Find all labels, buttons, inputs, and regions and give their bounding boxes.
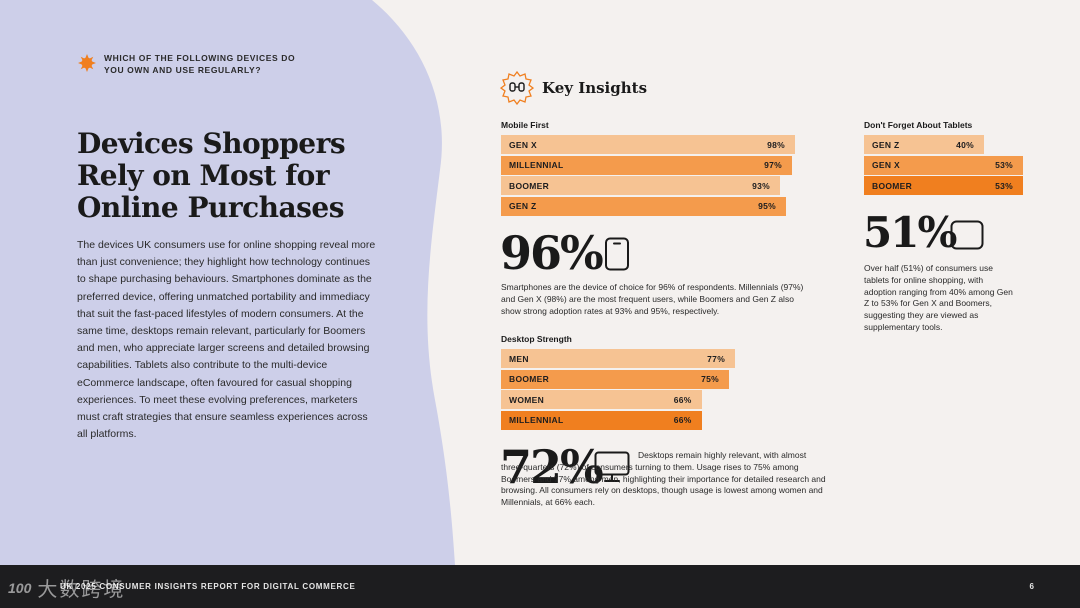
bar-value-label: 66% — [673, 415, 692, 425]
bar-category-label: GEN X — [872, 160, 900, 170]
bar-millennial: MILLENNIAL 97% — [501, 155, 792, 175]
smartphone-icon — [605, 237, 629, 271]
bar-category-label: MEN — [509, 353, 529, 364]
bar-category-label: BOOMER — [509, 180, 550, 191]
lightbulb-badge-icon — [500, 71, 534, 105]
bar-gen-x: GEN X 98% — [501, 135, 795, 154]
bar-category-label: GEN Z — [872, 139, 900, 150]
bar-category-label: MILLENNIAL — [509, 160, 564, 170]
bar-category-label: WOMEN — [509, 394, 545, 405]
bar-value-label: 53% — [995, 180, 1013, 191]
intro-paragraph: The devices UK consumers use for online … — [77, 239, 376, 441]
bar-category-label: MILLENNIAL — [509, 415, 564, 425]
bar-value-label: 75% — [701, 374, 719, 384]
footer-bar: UK 2025 CONSUMER INSIGHTS REPORT FOR DIG… — [0, 565, 1080, 608]
bar-gen-z: GEN Z 95% — [501, 196, 786, 216]
key-insights-title: Key Insights — [542, 79, 648, 97]
page-title: Devices Shoppers Rely on Most for Online… — [77, 127, 346, 224]
desktop-stat: 72% — [500, 440, 604, 494]
footer-report-title: UK 2025 CONSUMER INSIGHTS REPORT FOR DIG… — [60, 582, 356, 591]
watermark-text: 大数跨境 — [37, 579, 126, 601]
bar-boomer: BOOMER 75% — [501, 369, 729, 389]
survey-question: WHICH OF THE FOLLOWING DEVICES DO YOU OW… — [78, 52, 304, 76]
bar-gen-z: GEN Z 40% — [864, 135, 984, 154]
tablet-chart-title: Don't Forget About Tablets — [864, 120, 973, 130]
bar-value-label: 66% — [673, 394, 692, 405]
tablet-description: Over half (51%) of consumers use tablets… — [864, 263, 1013, 332]
bar-value-label: 98% — [767, 139, 785, 150]
question-text: WHICH OF THE FOLLOWING DEVICES DO YOU OW… — [104, 53, 296, 75]
mobile-chart-title: Mobile First — [501, 120, 549, 130]
bar-value-label: 53% — [995, 160, 1013, 170]
desktop-bar-chart: MEN 77% BOOMER 75% WOMEN 66% MILLENNIAL 66% — [501, 349, 736, 431]
bar-category-label: BOOMER — [872, 180, 913, 191]
desktop-icon — [594, 451, 630, 482]
bar-value-label: 93% — [752, 180, 770, 191]
mobile-stat: 96% — [500, 226, 604, 280]
desktop-description: Desktops remain highly relevant, with al… — [501, 450, 826, 508]
bar-value-label: 40% — [956, 139, 974, 150]
bar-gen-x: GEN X 53% — [864, 155, 1023, 175]
bar-category-label: BOOMER — [509, 374, 550, 384]
bar-millennial: MILLENNIAL 66% — [501, 410, 702, 430]
tablet-stat: 51% — [863, 208, 957, 257]
page-number: 6 — [1029, 582, 1034, 591]
bar-value-label: 77% — [707, 353, 726, 364]
bar-women: WOMEN 66% — [501, 390, 702, 409]
watermark: 100 大数跨境 — [8, 573, 125, 602]
bar-value-label: 97% — [764, 160, 782, 170]
bar-boomer: BOOMER 93% — [501, 176, 780, 195]
mobile-description: Smartphones are the device of choice for… — [501, 282, 804, 316]
bar-category-label: GEN Z — [509, 201, 537, 211]
watermark-logo: 100 — [8, 579, 32, 596]
sun-badge-icon — [78, 54, 96, 72]
bar-boomer: BOOMER 53% — [864, 176, 1023, 195]
bar-category-label: GEN X — [509, 139, 537, 150]
mobile-bar-chart: GEN X 98% MILLENNIAL 97% BOOMER 93% GEN Z 95% — [501, 135, 795, 217]
desktop-chart-title: Desktop Strength — [501, 334, 572, 344]
tablet-bar-chart: GEN Z 40% GEN X 53% BOOMER 53% — [864, 135, 1023, 197]
key-insights-header: Key Insights — [500, 71, 647, 105]
tablet-icon — [950, 220, 984, 250]
bar-value-label: 95% — [758, 201, 776, 211]
bar-men: MEN 77% — [501, 349, 736, 368]
